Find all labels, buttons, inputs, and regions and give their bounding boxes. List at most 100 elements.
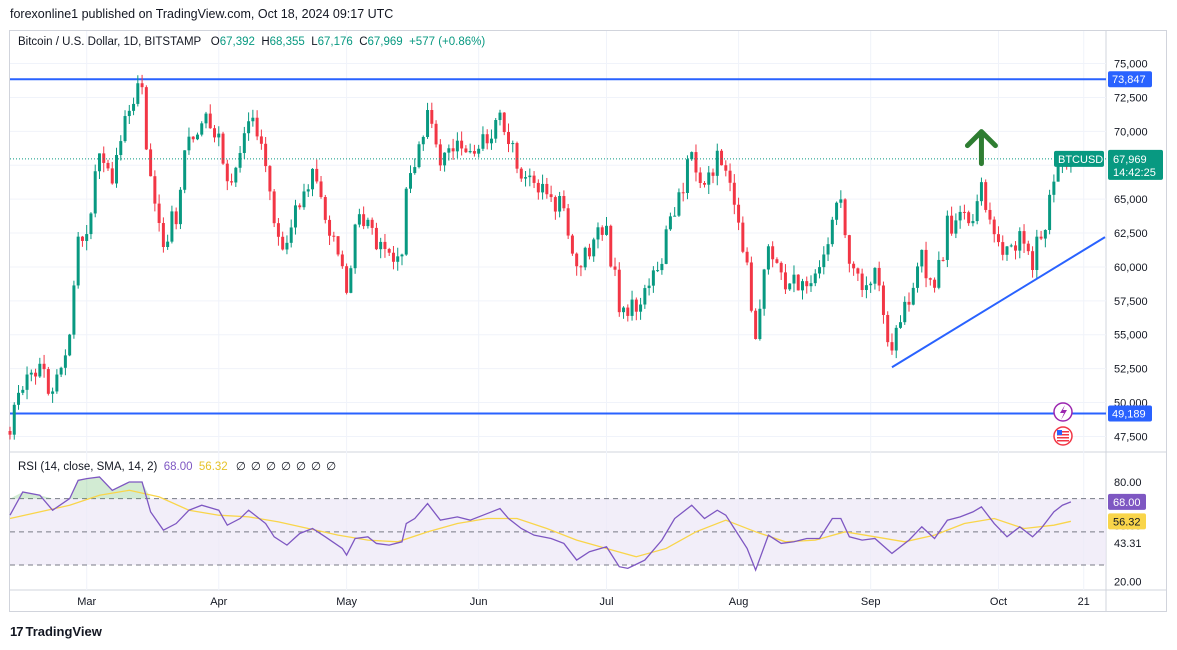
candle-down bbox=[553, 197, 557, 212]
price-tick-label: 70,000 bbox=[1114, 126, 1148, 138]
time-tick-label: May bbox=[336, 596, 357, 608]
candle-down bbox=[259, 136, 263, 144]
candle-down bbox=[856, 268, 860, 274]
candle-up bbox=[302, 191, 306, 208]
candle-down bbox=[42, 363, 46, 370]
candle-up bbox=[127, 110, 131, 117]
candle-up bbox=[311, 168, 315, 190]
candle-up bbox=[89, 213, 93, 235]
candle-up bbox=[971, 221, 975, 224]
candle-down bbox=[924, 249, 928, 279]
candle-down bbox=[843, 199, 847, 236]
candle-up bbox=[396, 256, 400, 262]
candle-down bbox=[225, 163, 229, 182]
candle-up bbox=[583, 247, 587, 268]
countdown-label: 14:42:25 bbox=[1113, 167, 1156, 179]
candle-down bbox=[575, 253, 579, 267]
candle-down bbox=[754, 310, 758, 339]
candle-down bbox=[988, 209, 992, 220]
candle-up bbox=[38, 363, 42, 377]
candle-down bbox=[1031, 251, 1035, 271]
time-tick-label: Jul bbox=[599, 596, 613, 608]
empty-value-icon: ∅ bbox=[250, 461, 261, 473]
candle-down bbox=[434, 123, 438, 145]
price-tick-label: 57,500 bbox=[1114, 296, 1148, 308]
candle-down bbox=[694, 152, 698, 173]
symbol-tag bbox=[1054, 150, 1104, 167]
candle-up bbox=[379, 241, 383, 250]
candle-up bbox=[447, 148, 451, 153]
candle-down bbox=[728, 170, 732, 183]
time-tick-label: Jun bbox=[470, 596, 488, 608]
empty-value-icon: ∅ bbox=[265, 461, 276, 473]
candle-up bbox=[690, 152, 694, 160]
candle-down bbox=[255, 117, 259, 137]
rsi-tick-label: 80.00 bbox=[1114, 477, 1142, 489]
candle-up bbox=[975, 201, 979, 222]
rsi-legend: RSI (14, close, SMA, 14, 2) 68.00 56.32 … bbox=[18, 459, 336, 473]
candle-down bbox=[703, 182, 706, 185]
candle-down bbox=[332, 235, 336, 237]
candle-down bbox=[370, 219, 374, 228]
candle-down bbox=[515, 143, 519, 169]
price-tick-label: 62,500 bbox=[1114, 228, 1148, 240]
candle-down bbox=[161, 222, 165, 247]
candle-down bbox=[8, 431, 12, 435]
candle-up bbox=[306, 189, 310, 192]
candle-up bbox=[115, 155, 119, 184]
candle-up bbox=[864, 285, 868, 291]
empty-value-icon: ∅ bbox=[326, 461, 337, 473]
rsi-tick-label: 20.00 bbox=[1114, 577, 1142, 589]
candle-down bbox=[34, 372, 38, 377]
candle-up bbox=[800, 281, 804, 291]
level-price-tag bbox=[1108, 71, 1152, 88]
candle-down bbox=[950, 215, 954, 234]
candle-up bbox=[903, 301, 907, 323]
candle-up bbox=[132, 103, 136, 111]
candle-down bbox=[110, 168, 114, 184]
level-price-label: 73,847 bbox=[1112, 74, 1146, 86]
candle-up bbox=[455, 140, 459, 152]
candle-up bbox=[285, 242, 289, 250]
candle-up bbox=[25, 374, 29, 390]
open-label: O bbox=[210, 36, 220, 48]
candle-down bbox=[745, 251, 749, 263]
candle-up bbox=[813, 273, 817, 284]
candle-up bbox=[677, 192, 681, 216]
symbol-name[interactable]: Bitcoin / U.S. Dollar, 1D, BITSTAMP bbox=[18, 36, 202, 48]
candle-down bbox=[984, 182, 988, 210]
low-label: L bbox=[311, 36, 318, 48]
candle-up bbox=[242, 133, 246, 154]
candle-up bbox=[788, 283, 792, 290]
candle-up bbox=[195, 134, 199, 140]
lightning-icon-glyph bbox=[1060, 405, 1067, 420]
candle-up bbox=[911, 287, 915, 305]
close-label: C bbox=[359, 36, 368, 48]
candle-down bbox=[485, 134, 489, 144]
candle-up bbox=[1056, 165, 1060, 182]
symbol-legend: Bitcoin / U.S. Dollar, 1D, BITSTAMP O67,… bbox=[18, 36, 485, 48]
high-value: 68,355 bbox=[269, 36, 305, 48]
candle-down bbox=[340, 254, 344, 267]
candle-up bbox=[830, 219, 834, 245]
candle-up bbox=[1052, 181, 1056, 195]
footer-brand[interactable]: 17 TradingView bbox=[10, 624, 102, 639]
symbol-tag-label: BTCUSD bbox=[1058, 154, 1103, 166]
candle-up bbox=[166, 241, 170, 247]
candle-down bbox=[877, 267, 881, 286]
candle-down bbox=[46, 369, 50, 394]
candle-down bbox=[941, 259, 945, 261]
open-value: 67,392 bbox=[219, 36, 255, 48]
candle-up bbox=[894, 327, 898, 351]
candle-down bbox=[749, 262, 753, 311]
candle-down bbox=[532, 175, 536, 183]
candle-up bbox=[809, 283, 813, 287]
candle-down bbox=[1022, 231, 1026, 244]
candle-down bbox=[383, 241, 387, 249]
candle-up bbox=[639, 304, 643, 312]
candle-up bbox=[55, 374, 59, 392]
rsi-label[interactable]: RSI (14, close, SMA, 14, 2) bbox=[18, 461, 158, 473]
candle-up bbox=[792, 274, 796, 284]
candle-up bbox=[409, 173, 412, 189]
